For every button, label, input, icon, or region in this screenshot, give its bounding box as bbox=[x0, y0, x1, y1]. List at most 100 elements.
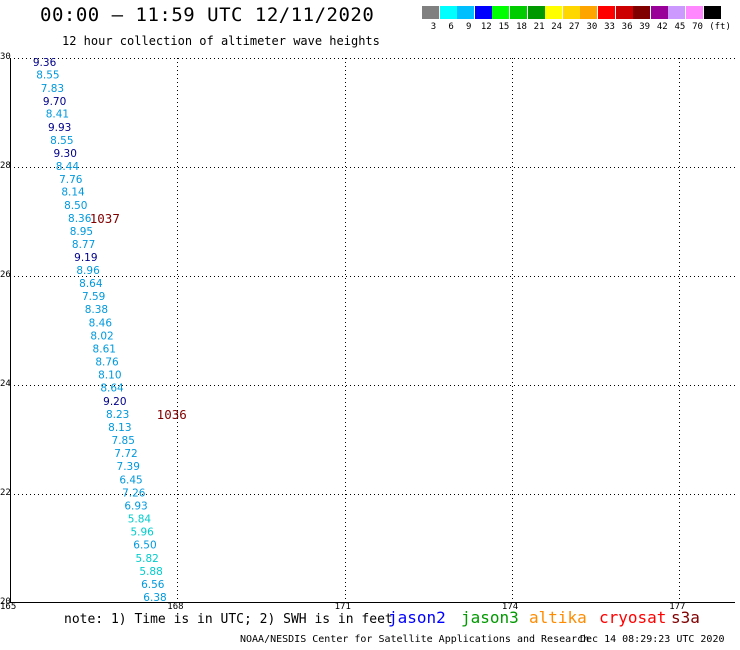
wave-height-label: 5.84 bbox=[128, 514, 152, 526]
latitude-tick-label: 20 bbox=[0, 597, 11, 607]
wave-height-map: 9.368.557.839.708.419.938.559.308.447.76… bbox=[10, 58, 735, 603]
legend-swatch bbox=[545, 6, 563, 19]
wave-height-label: 6.38 bbox=[143, 592, 166, 603]
latitude-tick-label: 30 bbox=[0, 52, 11, 62]
wave-height-label: 7.59 bbox=[82, 291, 105, 303]
wave-height-label: 8.14 bbox=[61, 187, 85, 199]
legend-label: 6 bbox=[448, 22, 454, 32]
wave-height-label: 8.64 bbox=[79, 278, 103, 290]
wave-height-label: 8.55 bbox=[50, 135, 73, 147]
hour-markers: 1037 1036 1035 bbox=[90, 211, 227, 603]
footer-credit: NOAA/NESDIS Center for Satellite Applica… bbox=[240, 634, 590, 645]
wave-height-label: 7.76 bbox=[59, 174, 83, 186]
satellite-name-jason2: jason2 bbox=[388, 608, 446, 627]
legend-swatch bbox=[650, 6, 668, 19]
page-title: 00:00 — 11:59 UTC 12/11/2020 bbox=[40, 4, 375, 26]
latitude-tick-label: 26 bbox=[0, 270, 11, 280]
hour-marker-label: 1037 bbox=[90, 211, 120, 226]
legend-label: 15 bbox=[498, 22, 510, 32]
legend-label: 33 bbox=[604, 22, 615, 32]
longitude-tick-label: 168 bbox=[167, 602, 184, 612]
longitude-tick-label: 177 bbox=[669, 602, 686, 612]
wave-height-label: 8.36 bbox=[68, 213, 92, 225]
legend-label: 70 bbox=[692, 22, 703, 32]
legend-swatch bbox=[457, 6, 475, 19]
wave-height-label: 7.39 bbox=[117, 461, 140, 473]
legend-label: 36 bbox=[621, 22, 633, 32]
longitude-tick-label: 174 bbox=[501, 602, 519, 612]
latitude-tick-label: 28 bbox=[0, 161, 11, 171]
footer-timestamp: Dec 14 08:29:23 UTC 2020 bbox=[580, 634, 725, 645]
legend-swatch bbox=[492, 6, 510, 19]
wave-height-label: 8.13 bbox=[108, 422, 131, 434]
wave-height-label: 5.82 bbox=[135, 553, 158, 565]
hour-marker-label: 1035 bbox=[197, 602, 227, 603]
wave-height-label: 7.85 bbox=[112, 435, 135, 447]
wave-height-label: 9.93 bbox=[48, 122, 71, 134]
longitude-tick-label: 171 bbox=[334, 602, 351, 612]
legend-label: 45 bbox=[674, 22, 686, 32]
legend-label: 9 bbox=[465, 22, 472, 32]
legend-label: 42 bbox=[656, 22, 668, 32]
legend-swatch bbox=[510, 6, 527, 19]
legend-swatch bbox=[580, 6, 598, 19]
wave-height-label: 8.44 bbox=[56, 161, 80, 173]
wave-height-label: 8.96 bbox=[76, 265, 100, 277]
legend-label: 18 bbox=[516, 22, 527, 32]
legend-swatch bbox=[474, 6, 492, 19]
page-subtitle: 12 hour collection of altimeter wave hei… bbox=[62, 34, 380, 48]
legend-label: 27 bbox=[568, 22, 580, 32]
hour-marker-label: 1036 bbox=[157, 407, 187, 422]
wave-height-label: 9.20 bbox=[103, 396, 126, 408]
legend-label: 39 bbox=[639, 22, 651, 32]
wave-height-label: 8.76 bbox=[95, 357, 119, 369]
wave-height-label: 5.88 bbox=[139, 566, 162, 578]
wave-height-label: 7.83 bbox=[41, 83, 64, 95]
wave-height-label: 7.72 bbox=[114, 448, 137, 460]
wave-height-label: 9.36 bbox=[33, 58, 57, 69]
legend-swatch bbox=[633, 6, 651, 19]
wave-height-points: 9.368.557.839.708.419.938.559.308.447.76… bbox=[33, 58, 167, 603]
wave-height-label: 9.70 bbox=[43, 96, 66, 108]
legend-swatch bbox=[615, 6, 633, 19]
wave-height-label: 9.30 bbox=[54, 148, 77, 160]
satellite-name-cryosat: cryosat bbox=[599, 608, 667, 627]
satellite-name-jason3: jason3 bbox=[461, 608, 519, 627]
wave-height-label: 7.26 bbox=[122, 487, 146, 499]
wave-height-label: 8.10 bbox=[98, 370, 121, 382]
legend-label: 21 bbox=[533, 22, 545, 32]
legend-label: 30 bbox=[586, 22, 598, 32]
wave-height-label: 8.61 bbox=[93, 343, 116, 355]
latitude-tick-label: 22 bbox=[0, 488, 11, 498]
wave-height-label: 8.64 bbox=[100, 383, 124, 395]
wave-height-label: 8.41 bbox=[46, 109, 69, 121]
wave-height-label: 5.96 bbox=[130, 527, 154, 539]
wave-height-label: 8.50 bbox=[64, 200, 87, 212]
wave-height-label: 8.95 bbox=[70, 226, 93, 238]
satellite-name-s3a: s3a bbox=[671, 608, 700, 627]
legend-swatch bbox=[598, 6, 615, 19]
latitude-tick-label: 24 bbox=[0, 379, 11, 389]
wave-height-label: 6.93 bbox=[124, 500, 147, 512]
legend-label: 24 bbox=[551, 22, 563, 32]
wave-height-label: 6.50 bbox=[133, 540, 156, 552]
legend-swatch bbox=[668, 6, 686, 19]
wave-height-label: 8.46 bbox=[89, 317, 113, 329]
wave-height-label: 8.77 bbox=[72, 239, 95, 251]
legend-swatch bbox=[686, 6, 703, 19]
wave-height-label: 6.56 bbox=[141, 579, 165, 591]
legend-swatch bbox=[439, 6, 457, 19]
wave-height-label: 6.45 bbox=[119, 474, 142, 486]
legend-unit: (ft) bbox=[709, 22, 731, 32]
map-grid bbox=[10, 58, 735, 603]
legend-swatch bbox=[527, 6, 545, 19]
wave-height-label: 8.38 bbox=[85, 304, 108, 316]
legend-label: 12 bbox=[480, 22, 492, 32]
satellite-name-altika: altika bbox=[529, 608, 587, 627]
longitude-tick-label: 165 bbox=[0, 602, 17, 612]
legend-swatch bbox=[562, 6, 580, 19]
wave-height-label: 8.02 bbox=[90, 330, 113, 342]
legend-swatch bbox=[703, 6, 721, 19]
footer-note: note: 1) Time is in UTC; 2) SWH is in fe… bbox=[64, 612, 393, 627]
legend-label: 3 bbox=[430, 22, 437, 32]
